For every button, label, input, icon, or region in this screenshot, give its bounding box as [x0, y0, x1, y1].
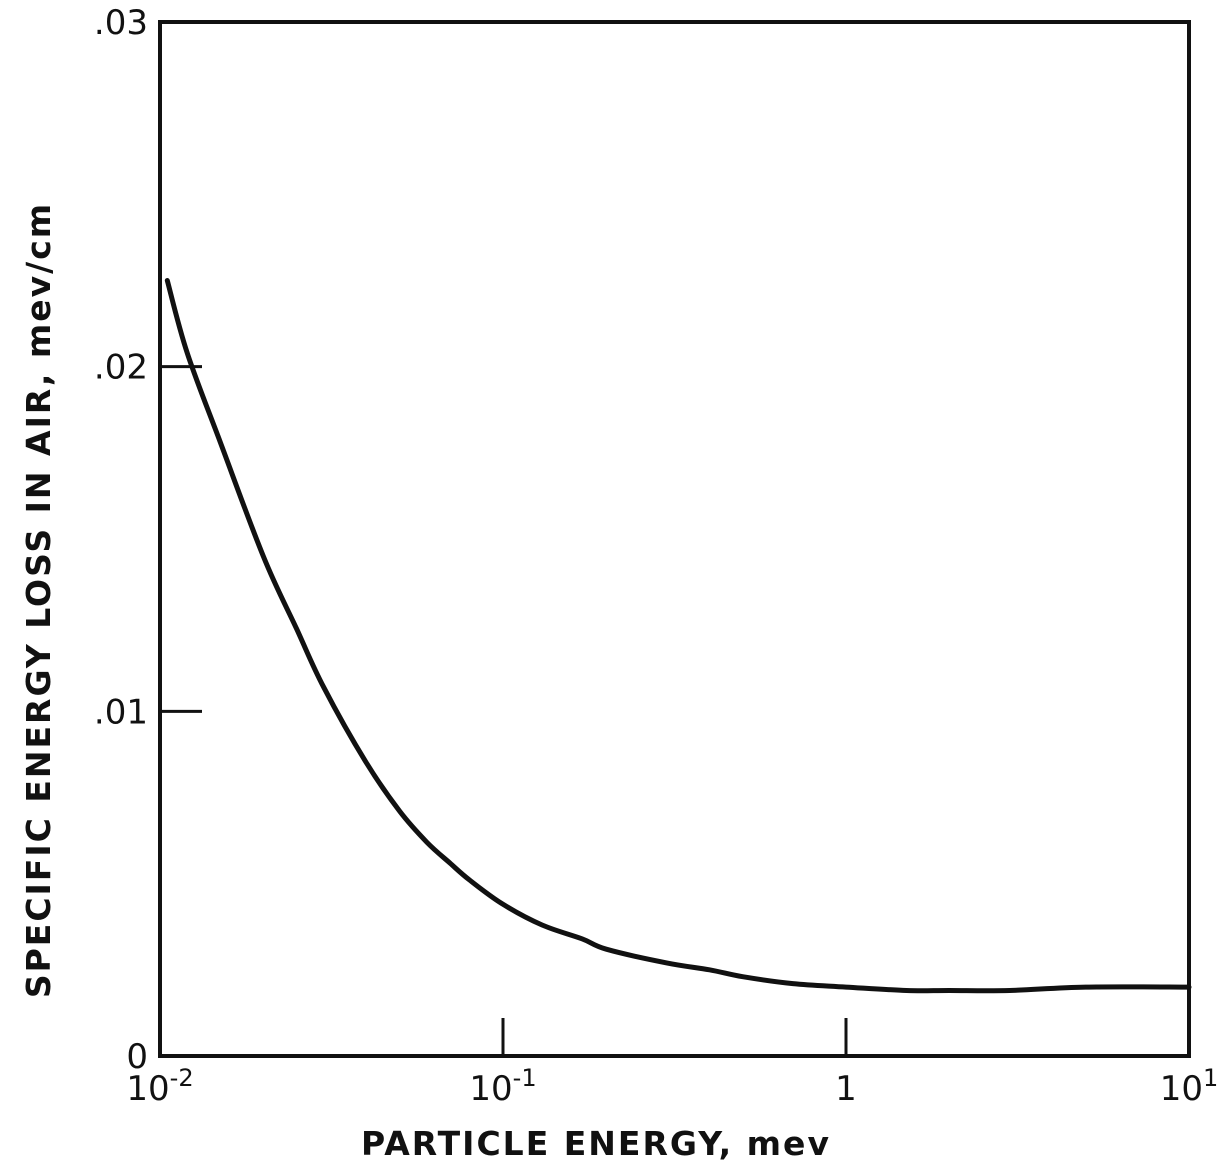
y-tick-label: .03	[94, 3, 148, 43]
x-tick-label: 1	[835, 1069, 857, 1109]
x-tick-exponent: -2	[170, 1064, 194, 1092]
x-tick-label: 10-1	[469, 1064, 536, 1109]
plot-frame	[158, 20, 1191, 1058]
x-tick-base: 10	[1160, 1069, 1203, 1109]
x-tick-base: 1	[835, 1069, 857, 1109]
y-axis-title: SPECIFIC ENERGY LOSS IN AIR, mev/cm	[19, 202, 58, 998]
x-tick-base: 10	[469, 1069, 512, 1109]
y-tick-label: .01	[94, 692, 148, 732]
x-tick-exponent: 1	[1203, 1064, 1218, 1092]
x-tick-base: 10	[126, 1069, 169, 1109]
x-axis-title: PARTICLE ENERGY, mev	[361, 1124, 831, 1163]
y-axis-ticks: 0 .01 .02 .03	[94, 3, 202, 1077]
x-axis-ticks: 10-2 10-1 1 101	[126, 1018, 1218, 1109]
series-line	[164, 278, 1192, 994]
y-tick-label: 0	[126, 1037, 148, 1077]
y-tick-label: .02	[94, 348, 148, 388]
x-tick-label: 101	[1160, 1064, 1218, 1109]
x-tick-label: 10-2	[126, 1064, 193, 1109]
x-tick-exponent: -1	[513, 1064, 537, 1092]
